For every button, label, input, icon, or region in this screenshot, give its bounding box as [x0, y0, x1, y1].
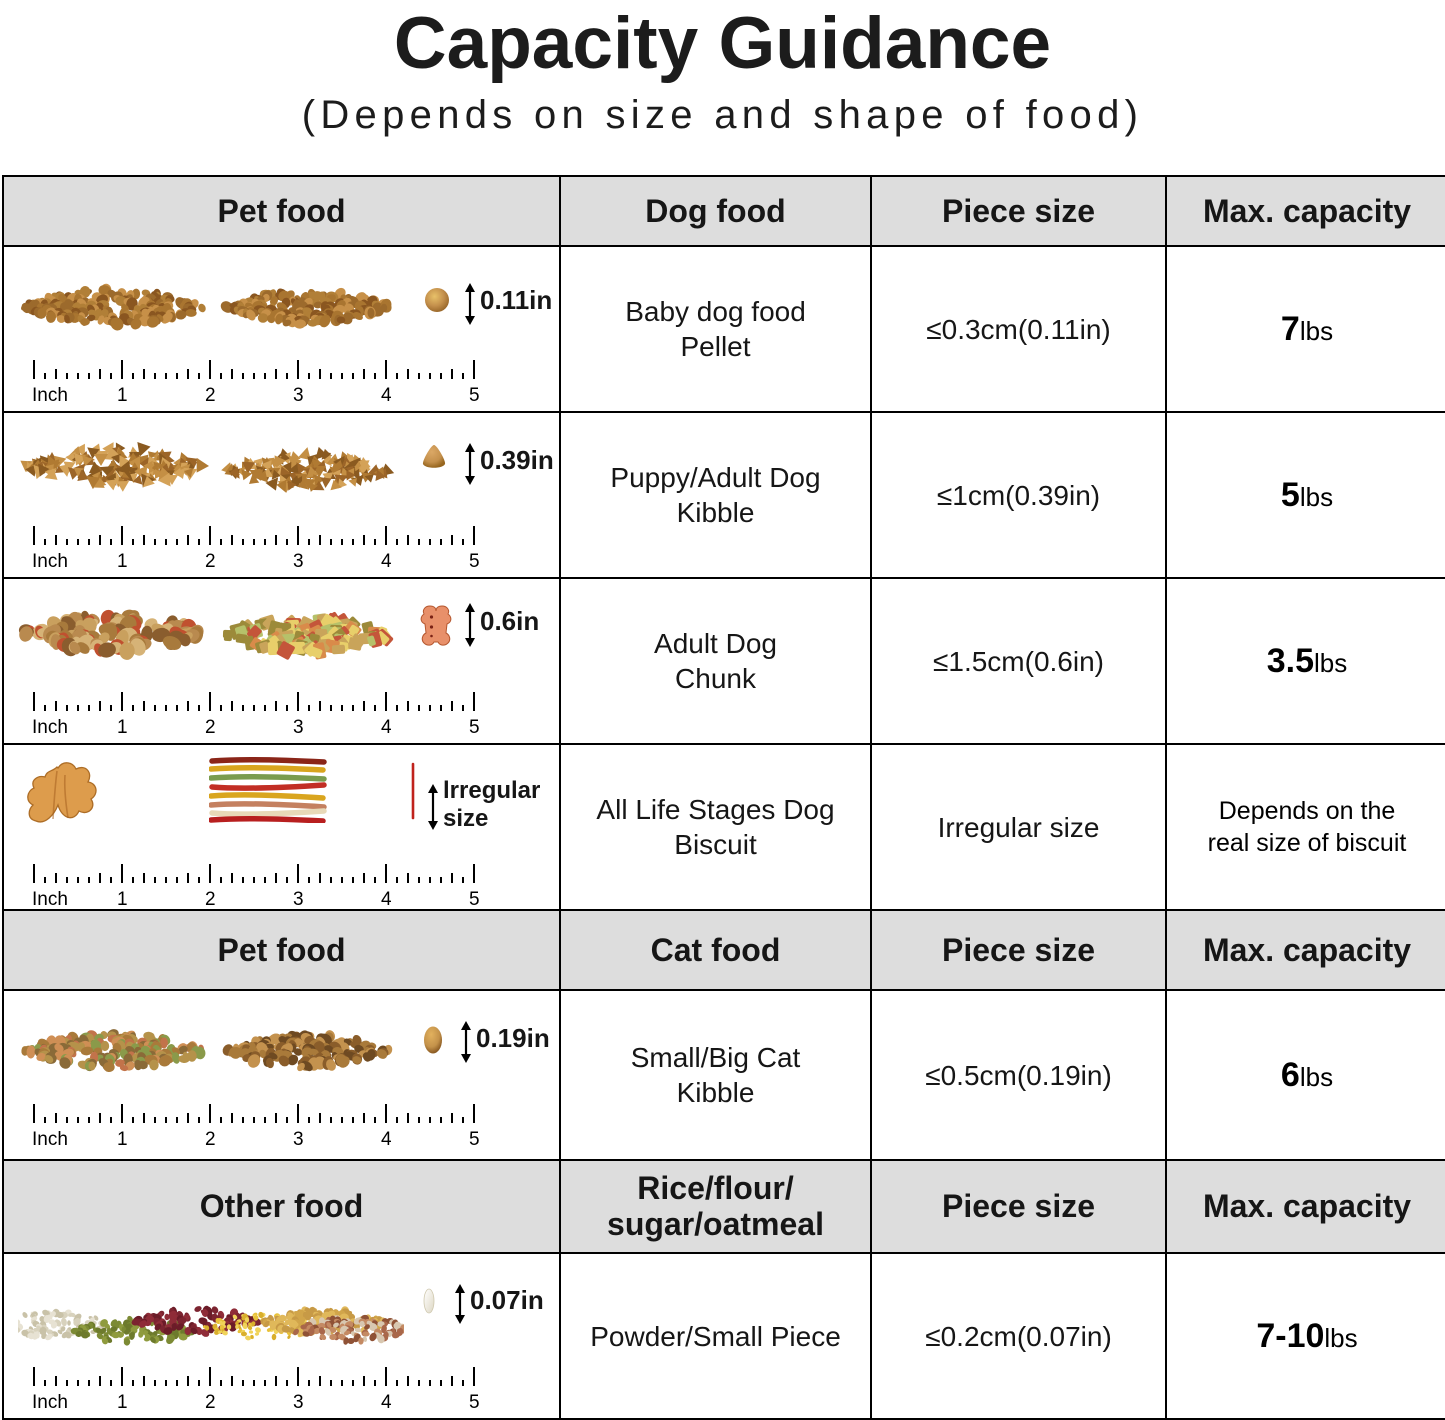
svg-text:2: 2	[205, 1392, 216, 1410]
svg-text:4: 4	[381, 889, 392, 907]
svg-text:2: 2	[205, 551, 216, 569]
svg-text:3: 3	[293, 889, 304, 907]
svg-text:1: 1	[117, 1392, 128, 1410]
svg-text:Inch: Inch	[32, 385, 68, 403]
svg-text:5: 5	[469, 385, 480, 403]
svg-text:3: 3	[293, 717, 304, 735]
svg-text:Inch: Inch	[32, 1392, 68, 1410]
svg-text:Inch: Inch	[32, 551, 68, 569]
svg-text:4: 4	[381, 1392, 392, 1410]
svg-text:1: 1	[117, 551, 128, 569]
svg-text:1: 1	[117, 1129, 128, 1147]
svg-text:Inch: Inch	[32, 717, 68, 735]
svg-text:2: 2	[205, 889, 216, 907]
svg-text:Inch: Inch	[32, 889, 68, 907]
svg-text:2: 2	[205, 1129, 216, 1147]
svg-text:4: 4	[381, 385, 392, 403]
svg-text:4: 4	[381, 1129, 392, 1147]
svg-text:3: 3	[293, 1129, 304, 1147]
svg-text:3: 3	[293, 1392, 304, 1410]
svg-text:5: 5	[469, 551, 480, 569]
svg-text:Inch: Inch	[32, 1129, 68, 1147]
svg-text:4: 4	[381, 717, 392, 735]
svg-text:1: 1	[117, 889, 128, 907]
svg-text:4: 4	[381, 551, 392, 569]
svg-text:3: 3	[293, 385, 304, 403]
svg-text:5: 5	[469, 1129, 480, 1147]
svg-text:1: 1	[117, 385, 128, 403]
svg-text:2: 2	[205, 717, 216, 735]
svg-text:3: 3	[293, 551, 304, 569]
svg-text:1: 1	[117, 717, 128, 735]
svg-text:5: 5	[469, 1392, 480, 1410]
svg-text:5: 5	[469, 717, 480, 735]
svg-text:2: 2	[205, 385, 216, 403]
svg-text:5: 5	[469, 889, 480, 907]
